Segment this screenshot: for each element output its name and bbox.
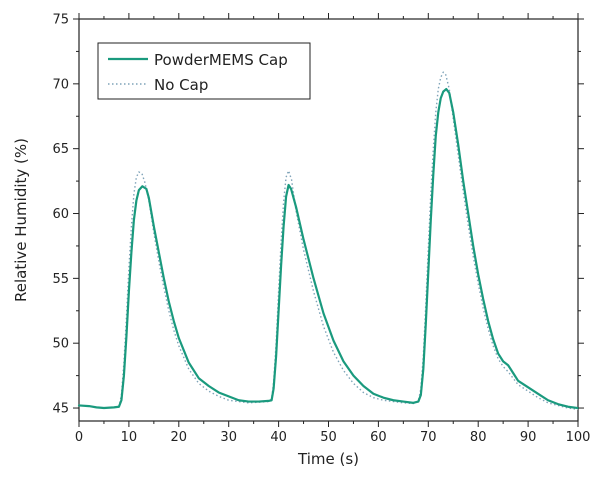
legend-label-no-cap: No Cap [154,76,208,94]
series-line-no-cap [78,71,579,411]
legend-label-powdermems-cap: PowderMEMS Cap [154,51,288,69]
y-tick-label: 65 [52,142,69,157]
y-tick-label: 60 [52,207,69,222]
x-tick-label: 100 [566,430,591,445]
ticks-layer: 0 10 20 30 40 50 60 70 80 90 100 45 50 55 60 65 70 75 [52,13,590,446]
x-tick-label: 80 [470,430,487,445]
x-tick-label: 50 [320,430,337,445]
legend-box [97,42,311,100]
legend: PowderMEMS Cap No Cap [97,42,311,100]
y-tick-label: 45 [52,402,69,417]
series-layer [77,71,580,411]
y-tick-label: 70 [52,77,69,92]
x-tick-label: 0 [75,430,83,445]
y-tick-label: 55 [52,272,69,287]
x-tick-label: 10 [121,430,138,445]
series-line-powdermems-cap [77,87,580,410]
x-tick-label: 30 [220,430,237,445]
y-axis-title: Relative Humidity (%) [12,138,30,302]
x-tick-label: 40 [270,430,287,445]
y-tick-label: 50 [52,337,69,352]
x-tick-label: 20 [171,430,188,445]
x-axis-title: Time (s) [297,450,359,468]
x-tick-label: 60 [370,430,387,445]
y-tick-label: 75 [52,13,69,28]
x-tick-label: 70 [420,430,437,445]
x-tick-label: 90 [520,430,537,445]
